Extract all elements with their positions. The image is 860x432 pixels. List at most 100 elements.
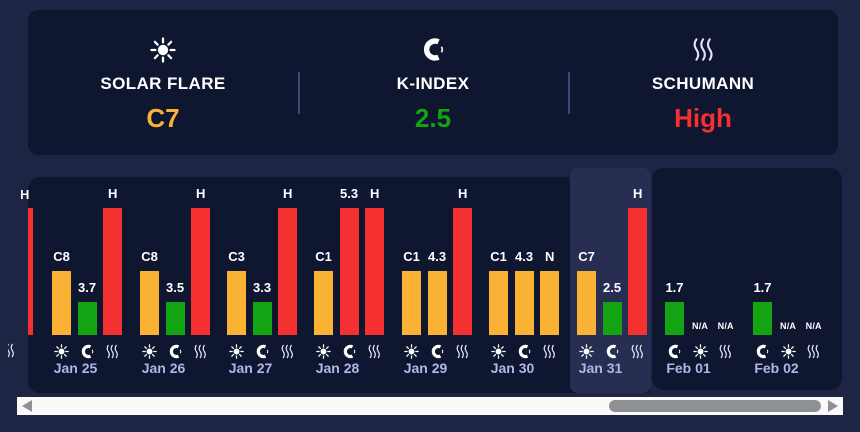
clipped-bar-value-label: H — [21, 188, 30, 202]
kindex-bar — [602, 302, 622, 335]
schumann-value-label: H — [457, 186, 468, 201]
kindex-value-label: 2.5 — [603, 280, 622, 295]
schumann-bar — [453, 208, 473, 335]
summary-card: SOLAR FLARE C7 K-INDEX 2.5 SCHUMANN High — [28, 10, 838, 155]
schumann-value-label: N/A — [805, 321, 822, 331]
day-date-label: Jan 27 — [228, 360, 273, 376]
flare-bar — [489, 271, 508, 335]
flare-value-label: C7 — [578, 249, 595, 264]
day-date-label: Jan 28 — [315, 360, 360, 376]
kindex-bar — [427, 271, 447, 335]
flare-bar — [140, 271, 159, 335]
scroll-left-arrow-icon[interactable] — [22, 400, 32, 412]
day-date-label: Jan 30 — [490, 360, 535, 376]
kindex-bar — [252, 302, 272, 335]
waves-icon — [542, 343, 558, 359]
flare-bar — [227, 271, 246, 335]
day-column-jan-29[interactable]: C1 4.3 H Jan 29 — [402, 168, 473, 393]
day-date-label: Jan 29 — [403, 360, 448, 376]
magnet-icon — [79, 343, 95, 359]
kindex-value-label: 3.3 — [253, 280, 272, 295]
flare-bar — [402, 271, 421, 335]
sun-icon — [229, 343, 245, 359]
kindex-value-label: 3.7 — [78, 280, 97, 295]
kindex-value-label: 3.5 — [166, 280, 185, 295]
clipped-waves-icon — [8, 343, 16, 359]
day-date-label: Jan 25 — [53, 360, 98, 376]
horizontal-scrollbar[interactable] — [17, 397, 843, 415]
day-column-jan-26[interactable]: C8 3.5 H Jan 26 — [140, 168, 211, 393]
schumann-bar — [103, 208, 123, 335]
day-column-feb-01[interactable]: 1.7 N/A N/A Feb 01 — [665, 168, 736, 393]
divider — [568, 72, 570, 114]
kindex-value-label: 4.3 — [428, 249, 447, 264]
waves-icon — [630, 343, 646, 359]
kindex-value-label: 1.7 — [753, 280, 772, 295]
schumann-value-label: N/A — [717, 321, 734, 331]
day-column-jan-27[interactable]: C3 3.3 H Jan 27 — [227, 168, 298, 393]
kindex-value-label: 4.3 — [515, 249, 534, 264]
scrollbar-thumb[interactable] — [609, 400, 821, 412]
clipped-schumann-bar — [28, 208, 33, 335]
sun-icon — [142, 343, 158, 359]
schumann-bar — [628, 208, 648, 335]
magnet-icon — [341, 343, 357, 359]
magnet-icon — [755, 343, 771, 359]
sun-icon — [54, 343, 70, 359]
flare-value-label: C8 — [141, 249, 158, 264]
flare-bar — [52, 271, 71, 335]
flare-bar — [314, 271, 333, 335]
day-column-jan-28[interactable]: C1 5.3 H Jan 28 — [314, 168, 385, 393]
divider — [298, 72, 300, 114]
summary-solar-flare: SOLAR FLARE C7 — [28, 10, 298, 155]
kindex-bar — [339, 208, 359, 335]
schumann-value-label: H — [282, 186, 293, 201]
magnet-icon — [429, 343, 445, 359]
flare-value-label: C1 — [315, 249, 332, 264]
magnet-icon — [516, 343, 532, 359]
kindex-bar — [165, 302, 185, 335]
magnet-icon — [667, 343, 683, 359]
flare-bar — [577, 271, 596, 335]
schumann-value-label: N — [544, 249, 555, 264]
flare-value-label: C3 — [228, 249, 245, 264]
schumann-value-label: H — [632, 186, 643, 201]
waves-icon — [280, 343, 296, 359]
flare-value-label: N/A — [692, 321, 709, 331]
schumann-value-label: H — [369, 186, 380, 201]
waves-icon — [105, 343, 121, 359]
waves-icon — [691, 36, 716, 63]
magnet-icon — [167, 343, 183, 359]
schumann-bar — [191, 208, 211, 335]
waves-icon — [193, 343, 209, 359]
solar-flare-value: C7 — [146, 103, 180, 133]
waves-icon — [367, 343, 383, 359]
schumann-bar — [540, 271, 560, 335]
sun-icon — [316, 343, 332, 359]
sun-icon — [404, 343, 420, 359]
day-column-jan-30[interactable]: C1 4.3 N Jan 30 — [489, 168, 560, 393]
scroll-right-arrow-icon[interactable] — [828, 400, 838, 412]
kindex-value-label: 5.3 — [340, 186, 359, 201]
kindex-bar — [665, 302, 684, 335]
sun-icon — [150, 36, 176, 63]
day-column-feb-02[interactable]: 1.7 N/A N/A Feb 02 — [753, 168, 824, 393]
flare-value-label: C1 — [490, 249, 507, 264]
waves-icon — [806, 343, 822, 359]
kindex-bar — [514, 271, 534, 335]
waves-icon — [718, 343, 734, 359]
day-column-jan-31[interactable]: C7 2.5 H Jan 31 — [577, 168, 648, 393]
kindex-bar — [753, 302, 772, 335]
flare-value-label: C1 — [403, 249, 420, 264]
sun-icon — [692, 343, 708, 359]
schumann-value-label: H — [195, 186, 206, 201]
magnet-icon — [604, 343, 620, 359]
day-column-jan-25[interactable]: C8 3.7 H Jan 25 — [52, 168, 123, 393]
schumann-value-label: H — [107, 186, 118, 201]
solar-flare-label: SOLAR FLARE — [100, 74, 226, 93]
magnet-icon — [421, 36, 446, 63]
day-date-label: Feb 01 — [666, 360, 711, 376]
schumann-value: High — [674, 103, 732, 133]
